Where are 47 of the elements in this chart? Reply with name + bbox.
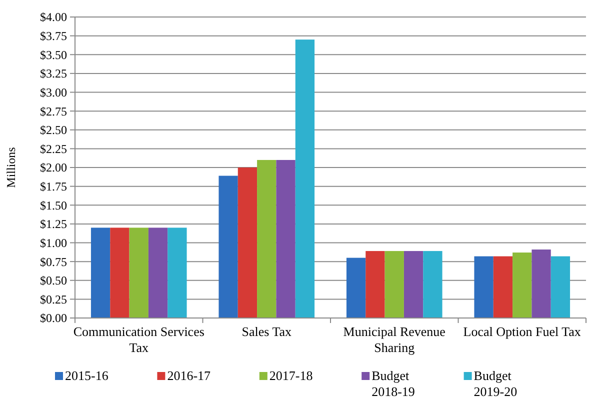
y-tick-label: $3.25 <box>40 66 67 81</box>
y-tick-label: $1.50 <box>40 198 67 212</box>
bar <box>276 160 296 318</box>
x-tick-label: Sales Tax <box>242 324 292 339</box>
legend-label: Budget 2019-20 <box>474 368 518 399</box>
y-axis-title: Millions <box>4 146 18 188</box>
legend-label: 2016-17 <box>167 368 212 383</box>
y-tick-label: $0.00 <box>40 311 67 326</box>
bar <box>295 40 315 318</box>
y-tick-label: $2.75 <box>40 104 67 118</box>
bar <box>423 251 442 318</box>
bar <box>366 251 385 318</box>
bar <box>218 176 238 318</box>
bar <box>129 228 148 318</box>
x-tick-label: Municipal Revenue Sharing <box>343 324 446 355</box>
bar <box>148 228 168 318</box>
bar <box>493 256 513 318</box>
bar <box>168 228 187 318</box>
y-tick-label: $3.50 <box>40 48 67 62</box>
bar <box>346 258 366 318</box>
bar <box>257 160 276 318</box>
y-tick-label: $2.00 <box>40 160 67 175</box>
legend-label: Budget 2018-19 <box>372 368 415 399</box>
bar <box>238 168 258 318</box>
bar <box>550 256 570 318</box>
y-tick-label: $0.25 <box>40 292 67 306</box>
bar <box>404 251 424 318</box>
x-tick-label: Local Option Fuel Tax <box>463 324 582 339</box>
y-tick-label: $4.00 <box>40 10 67 24</box>
y-tick-label: $1.75 <box>40 180 67 194</box>
y-tick-label: $1.25 <box>40 217 67 232</box>
bar <box>532 250 551 318</box>
y-tick-label: $2.25 <box>40 142 67 156</box>
x-tick-label: Communication Services Tax <box>73 324 204 355</box>
bar <box>474 256 494 318</box>
y-tick-label: $1.00 <box>40 236 67 250</box>
y-tick-label: $2.50 <box>40 123 67 138</box>
legend-label: 2015-16 <box>65 368 109 383</box>
legend-label: 2017-18 <box>269 368 313 383</box>
y-tick-label: $3.00 <box>40 85 67 100</box>
y-tick-label: $0.50 <box>40 274 67 288</box>
y-tick-label: $3.75 <box>40 29 67 44</box>
y-tick-label: $0.75 <box>40 254 67 269</box>
bar <box>90 228 110 318</box>
bar <box>384 251 404 318</box>
bar <box>110 228 130 318</box>
bar <box>512 252 532 318</box>
